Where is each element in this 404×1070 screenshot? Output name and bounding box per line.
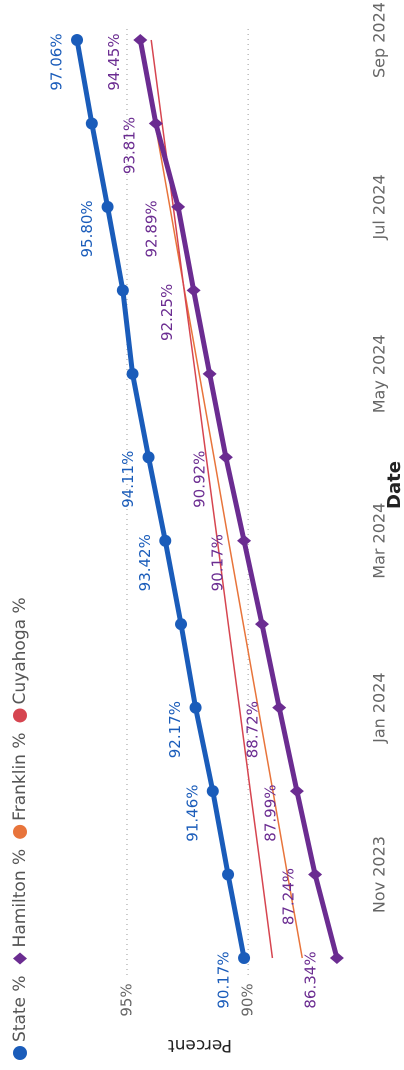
point: [255, 618, 269, 631]
series-line: [150, 39, 274, 959]
data-label: 91.46%: [183, 784, 201, 841]
data-label: 93.42%: [136, 534, 154, 591]
point: [142, 451, 155, 464]
data-label: 93.81%: [120, 117, 138, 174]
x-tick-label: Nov 2023: [370, 836, 389, 913]
data-label: 92.17%: [166, 701, 184, 758]
point: [71, 34, 84, 46]
data-label: 95.80%: [78, 200, 96, 257]
y-tick-label: 95%: [117, 983, 135, 1016]
data-label: 90.92%: [190, 451, 208, 508]
series-line: [137, 39, 340, 959]
data-label: 90.17%: [209, 534, 227, 591]
data-label: 86.34%: [301, 951, 319, 1008]
legend-label: State %: [10, 975, 30, 1042]
data-label: 97.06%: [48, 33, 66, 90]
point: [238, 952, 251, 964]
point: [85, 117, 98, 130]
point: [308, 868, 323, 881]
legend-marker: [13, 1046, 27, 1060]
point: [171, 200, 186, 213]
y-tick-label: 90%: [239, 983, 257, 1016]
x-tick-label: Jul 2024: [370, 174, 389, 240]
point: [148, 117, 163, 130]
point: [133, 34, 148, 46]
data-label: 87.99%: [261, 784, 279, 841]
x-tick-label: Jan 2024: [370, 672, 389, 743]
plot-area: Percent Date 90% 95% Nov 2023 Jan 2024 Mar 2…: [10, 2, 404, 1060]
data-label: 94.11%: [119, 451, 137, 508]
legend-marker: [13, 708, 27, 723]
point: [159, 534, 172, 547]
data-label: 90.17%: [215, 951, 233, 1008]
point: [289, 785, 304, 798]
data-label: 92.89%: [143, 200, 161, 257]
point: [202, 367, 217, 380]
data-label: 88.72%: [244, 701, 262, 758]
legend-marker: [13, 952, 27, 965]
point: [189, 701, 202, 714]
legend-label: Hamilton %: [10, 849, 30, 948]
point: [186, 284, 201, 297]
point: [218, 451, 233, 464]
x-tick-label: May 2024: [370, 334, 389, 413]
x-axis-label: Date: [384, 461, 404, 509]
point: [101, 200, 114, 213]
point: [116, 284, 129, 297]
point: [272, 701, 287, 714]
data-label: 87.24%: [280, 868, 298, 925]
legend-marker: [13, 824, 27, 839]
x-tick-label: Sep 2024: [370, 2, 389, 78]
x-tick-label: Mar 2024: [370, 503, 389, 579]
point: [175, 618, 188, 631]
data-label: 94.45%: [105, 33, 123, 90]
point: [222, 868, 235, 881]
series-line: [74, 39, 247, 959]
point: [206, 785, 219, 798]
series-line: [139, 39, 303, 959]
point: [329, 952, 344, 964]
y-axis-label: Percent: [168, 1035, 232, 1055]
point: [237, 534, 252, 547]
legend-label: Franklin %: [10, 732, 30, 820]
point: [126, 367, 139, 380]
data-label: 92.25%: [158, 284, 176, 341]
legend-label: Cuyahoga %: [10, 597, 30, 704]
